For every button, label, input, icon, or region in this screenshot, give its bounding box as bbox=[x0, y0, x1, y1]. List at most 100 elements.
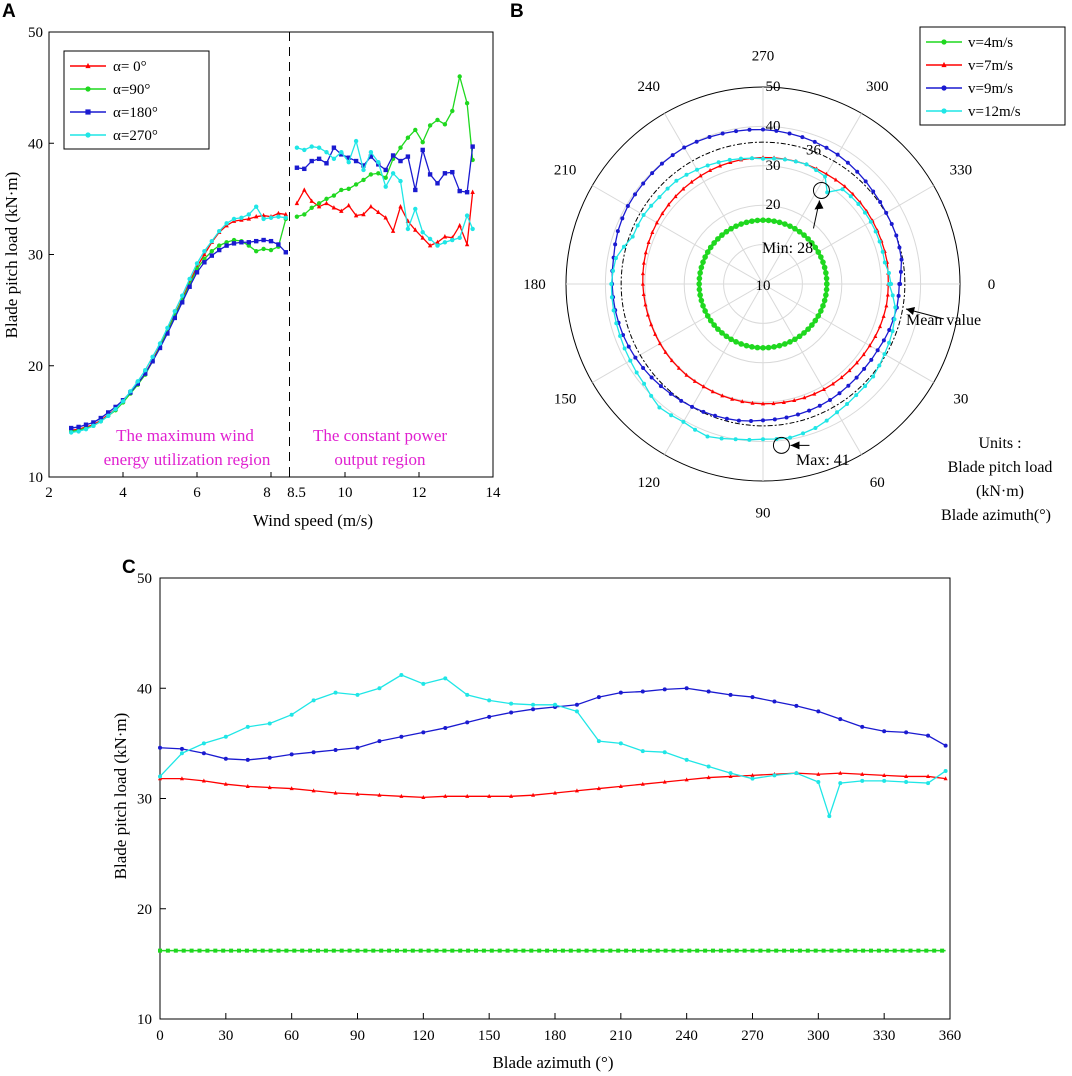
chart-a-point bbox=[202, 256, 207, 262]
polar-point bbox=[697, 270, 703, 276]
chart-a-point bbox=[464, 190, 470, 195]
chart-a-series-line-0 bbox=[71, 212, 286, 431]
chart-c-frame bbox=[159, 577, 951, 1020]
polar-point bbox=[749, 218, 755, 224]
chart-c-point bbox=[892, 948, 897, 953]
polar-point bbox=[641, 181, 646, 186]
polar-point bbox=[813, 426, 818, 431]
chart-a-point bbox=[339, 208, 344, 213]
chart-c-point bbox=[908, 948, 913, 953]
polar-point bbox=[882, 260, 887, 265]
chart-c-point bbox=[311, 750, 316, 755]
chart-c-point bbox=[487, 698, 492, 703]
polar-point bbox=[696, 286, 703, 293]
chart-a-point bbox=[165, 331, 170, 336]
chart-a-point bbox=[470, 189, 475, 194]
chart-a-point bbox=[106, 410, 111, 415]
chart-a-point bbox=[339, 187, 344, 193]
chart-c-point bbox=[513, 948, 518, 953]
polar-point bbox=[611, 308, 616, 313]
chart-a-point bbox=[128, 389, 133, 394]
chart-a-point bbox=[442, 240, 448, 245]
polar-point bbox=[658, 384, 663, 389]
chart-a-point bbox=[172, 315, 177, 321]
polar-point bbox=[723, 333, 730, 340]
chart-a-point bbox=[202, 260, 207, 265]
chart-c-point bbox=[553, 790, 557, 795]
chart-c-point bbox=[399, 793, 404, 798]
polar-point bbox=[643, 250, 648, 255]
chart-c-point bbox=[924, 948, 929, 953]
polar-point bbox=[707, 317, 714, 324]
chart-c-point bbox=[223, 734, 228, 739]
polar-point bbox=[890, 293, 895, 298]
chart-c-point bbox=[487, 793, 492, 798]
chart-a-point bbox=[91, 420, 96, 425]
chart-a-point bbox=[239, 215, 244, 220]
chart-a-point bbox=[283, 250, 288, 255]
polar-point bbox=[724, 416, 729, 421]
chart-c-point bbox=[339, 948, 344, 953]
chart-c-point bbox=[521, 948, 526, 953]
chart-c-point bbox=[377, 739, 382, 744]
chart-c-point bbox=[618, 741, 623, 746]
polar-point bbox=[698, 264, 705, 271]
polar-point bbox=[749, 156, 754, 161]
chart-c-y-tick-label: 20 bbox=[137, 902, 152, 918]
polar-point bbox=[649, 203, 654, 208]
chart-c-point bbox=[687, 948, 692, 953]
chart-c-point bbox=[576, 948, 581, 953]
chart-a-point bbox=[309, 198, 314, 203]
polar-point bbox=[730, 396, 735, 401]
chart-c-point bbox=[553, 702, 557, 707]
polar-point bbox=[738, 221, 744, 227]
polar-point bbox=[820, 303, 826, 309]
chart-c-point bbox=[458, 948, 463, 953]
chart-c-point bbox=[421, 730, 426, 735]
chart-a-y-axis-label: Blade pitch load (kN·m) bbox=[2, 172, 21, 339]
chart-a-point bbox=[268, 238, 274, 244]
chart-a-point bbox=[268, 215, 274, 220]
chart-a-point bbox=[470, 144, 475, 149]
chart-c-point bbox=[371, 948, 376, 953]
chart-c-point bbox=[853, 948, 858, 953]
polar-point bbox=[733, 437, 738, 442]
polar-point bbox=[711, 322, 717, 328]
polar-angle-label: 330 bbox=[950, 163, 973, 179]
polar-point bbox=[840, 187, 845, 192]
polar-angle-label: 60 bbox=[870, 475, 885, 491]
polar-point bbox=[761, 437, 765, 442]
chart-a-point bbox=[457, 74, 462, 79]
region-label-left-line-2: energy utilization region bbox=[104, 450, 271, 469]
polar-point bbox=[660, 211, 665, 216]
chart-a-point bbox=[420, 230, 425, 235]
chart-a-point bbox=[98, 415, 103, 421]
polar-angle-label: 90 bbox=[756, 506, 771, 522]
chart-c-point bbox=[728, 692, 733, 697]
polar-point bbox=[692, 378, 697, 383]
polar-point bbox=[771, 218, 777, 224]
polar-point bbox=[771, 401, 776, 406]
polar-point bbox=[750, 400, 755, 405]
polar-point bbox=[723, 228, 730, 235]
chart-a-point bbox=[224, 240, 229, 245]
polar-point bbox=[771, 344, 777, 350]
chart-c-point bbox=[940, 948, 945, 953]
chart-a-point bbox=[268, 247, 274, 253]
chart-c-point bbox=[882, 778, 887, 783]
chart-a-point bbox=[398, 178, 403, 184]
polar-point bbox=[812, 244, 819, 251]
chart-c-point bbox=[816, 709, 821, 714]
chart-c-point bbox=[837, 948, 842, 953]
chart-c-point bbox=[531, 792, 536, 797]
chart-c-point bbox=[774, 948, 779, 953]
polar-point bbox=[893, 305, 898, 310]
polar-point bbox=[659, 161, 664, 166]
polar-angle-label: 120 bbox=[637, 475, 660, 491]
chart-c-point bbox=[201, 751, 206, 756]
polar-angle-label: 150 bbox=[554, 391, 577, 407]
polar-point bbox=[641, 365, 646, 370]
chart-c-point bbox=[158, 774, 162, 779]
chart-c-point bbox=[706, 764, 711, 769]
chart-c-point bbox=[489, 948, 494, 953]
